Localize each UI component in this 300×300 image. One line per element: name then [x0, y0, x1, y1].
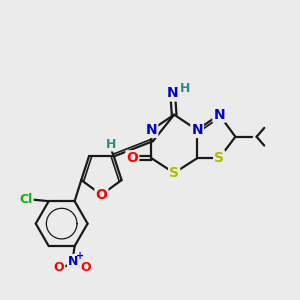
Text: O: O	[95, 188, 107, 202]
Text: S: S	[169, 166, 179, 180]
Text: H: H	[106, 137, 117, 151]
Text: O: O	[80, 261, 91, 274]
Text: O: O	[54, 261, 64, 274]
Text: H: H	[180, 82, 190, 95]
Text: N: N	[68, 255, 78, 268]
Text: Cl: Cl	[20, 193, 33, 206]
Text: +: +	[76, 251, 84, 261]
Text: N: N	[167, 86, 178, 100]
Text: N: N	[213, 108, 225, 122]
Text: N: N	[146, 123, 157, 137]
Text: S: S	[214, 151, 224, 165]
Text: O: O	[126, 151, 138, 165]
Text: N: N	[191, 123, 203, 137]
